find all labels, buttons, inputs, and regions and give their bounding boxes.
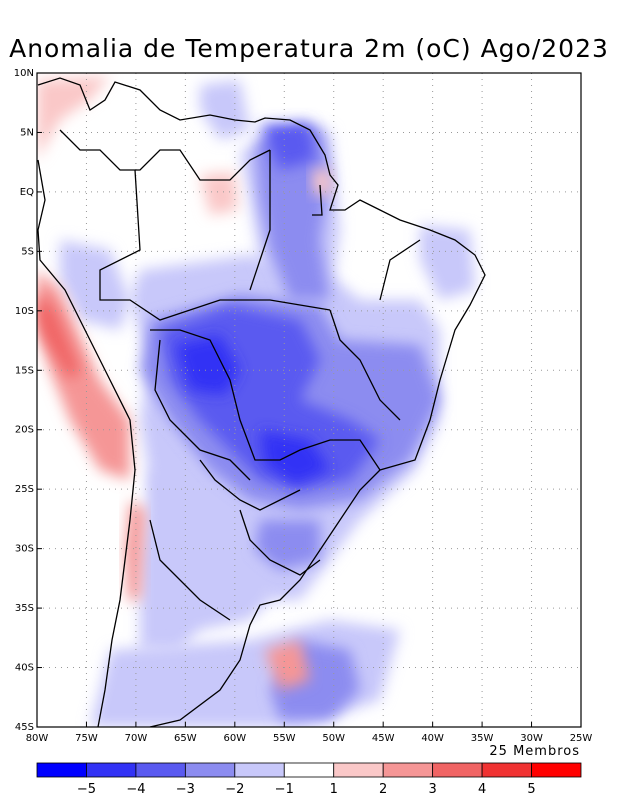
lat-tick-label: 15S bbox=[15, 365, 34, 376]
colorbar-label: −5 bbox=[77, 782, 96, 797]
colorbar-swatch bbox=[382, 762, 434, 778]
anomaly-region-minus1-northeast bbox=[420, 225, 475, 300]
colorbar-label: 4 bbox=[478, 782, 486, 797]
lon-tick-label: 45W bbox=[372, 733, 395, 744]
lat-tick-label: 25S bbox=[15, 484, 34, 495]
anomaly-region-minus1-argentina bbox=[140, 470, 270, 650]
latitude-labels: 10N 5N EQ 5S 10S 15S 20S 25S 30S 35S 40S 45S bbox=[14, 68, 42, 733]
anomaly-region-minus4-core-west bbox=[175, 335, 240, 395]
anomaly-region-minus3-north bbox=[260, 122, 315, 170]
map-grid bbox=[37, 73, 581, 727]
anomaly-field bbox=[37, 76, 475, 727]
map-title: Anomalia de Temperatura 2m (oC) Ago/2023 bbox=[9, 34, 609, 63]
lon-tick-label: 65W bbox=[174, 733, 197, 744]
anomaly-region-plus1-caribbean bbox=[37, 76, 110, 160]
colorbar-swatch bbox=[184, 762, 236, 778]
colorbar-label: 5 bbox=[527, 782, 535, 797]
colorbar-swatch bbox=[283, 762, 335, 778]
anomaly-region-plus3-peru bbox=[37, 290, 80, 380]
anomaly-region-plus2-peru-chile bbox=[37, 270, 130, 480]
lon-tick-label: 50W bbox=[322, 733, 345, 744]
lon-tick-label: 55W bbox=[273, 733, 296, 744]
colorbar-swatch bbox=[481, 762, 532, 778]
colorbar-swatch bbox=[86, 762, 137, 778]
lat-tick-label: 5N bbox=[20, 127, 34, 138]
lat-tick-label: EQ bbox=[20, 187, 34, 198]
lat-tick-label: 30S bbox=[15, 544, 34, 555]
colorbar-swatch bbox=[135, 762, 186, 778]
lat-tick-label: 10S bbox=[15, 306, 34, 317]
colorbar-label: 1 bbox=[330, 782, 338, 797]
lon-tick-label: 35W bbox=[471, 733, 494, 744]
anomaly-region-minus2-uruguay bbox=[255, 520, 320, 570]
colorbar-swatch bbox=[531, 762, 582, 778]
anomaly-region-plus2-atlantic-spot bbox=[265, 640, 310, 690]
lat-tick-label: 10N bbox=[14, 68, 34, 79]
colorbar-swatch bbox=[36, 762, 87, 778]
lat-tick-label: 20S bbox=[15, 425, 34, 436]
lon-tick-label: 60W bbox=[224, 733, 247, 744]
colorbar-label: 2 bbox=[379, 782, 387, 797]
lat-tick-label: 35S bbox=[15, 603, 34, 614]
colorbar-label: 3 bbox=[428, 782, 436, 797]
coastlines bbox=[37, 77, 486, 727]
anomaly-region-minus1-andes-north bbox=[60, 240, 130, 330]
colorbar-label: −1 bbox=[275, 782, 294, 797]
lat-tick-label: 40S bbox=[15, 663, 34, 674]
colorbar-swatch bbox=[333, 762, 384, 778]
lat-tick-label: 5S bbox=[21, 246, 34, 257]
longitude-labels: 80W 75W 70W 65W 60W 55W 50W 45W 40W 35W 30W 25W bbox=[26, 722, 593, 744]
anomaly-region-minus2-north bbox=[255, 125, 330, 300]
ensemble-members-note: 25 Membros bbox=[489, 744, 580, 759]
colorbar-swatch bbox=[432, 762, 483, 778]
anomaly-region-plus1-amapa bbox=[312, 168, 332, 195]
lon-tick-label: 75W bbox=[75, 733, 98, 744]
anomaly-region-minus1-northwest bbox=[200, 80, 250, 140]
lon-tick-label: 25W bbox=[570, 733, 593, 744]
anomaly-region-minus4-core-south bbox=[260, 430, 330, 485]
colorbar-label: −2 bbox=[225, 782, 244, 797]
lon-tick-label: 80W bbox=[26, 733, 49, 744]
colorbar-label: −4 bbox=[126, 782, 145, 797]
anomaly-region-plus1-colombia bbox=[200, 172, 238, 215]
colorbar-label: −3 bbox=[176, 782, 195, 797]
colorbar: −5 −4 −3 −2 −1 1 2 3 4 5 bbox=[36, 762, 582, 797]
lon-tick-label: 30W bbox=[520, 733, 543, 744]
colorbar-swatch bbox=[234, 762, 285, 778]
lat-tick-label: 45S bbox=[15, 722, 34, 733]
lon-tick-label: 70W bbox=[125, 733, 148, 744]
map-frame bbox=[36, 72, 582, 728]
lon-tick-label: 40W bbox=[421, 733, 444, 744]
